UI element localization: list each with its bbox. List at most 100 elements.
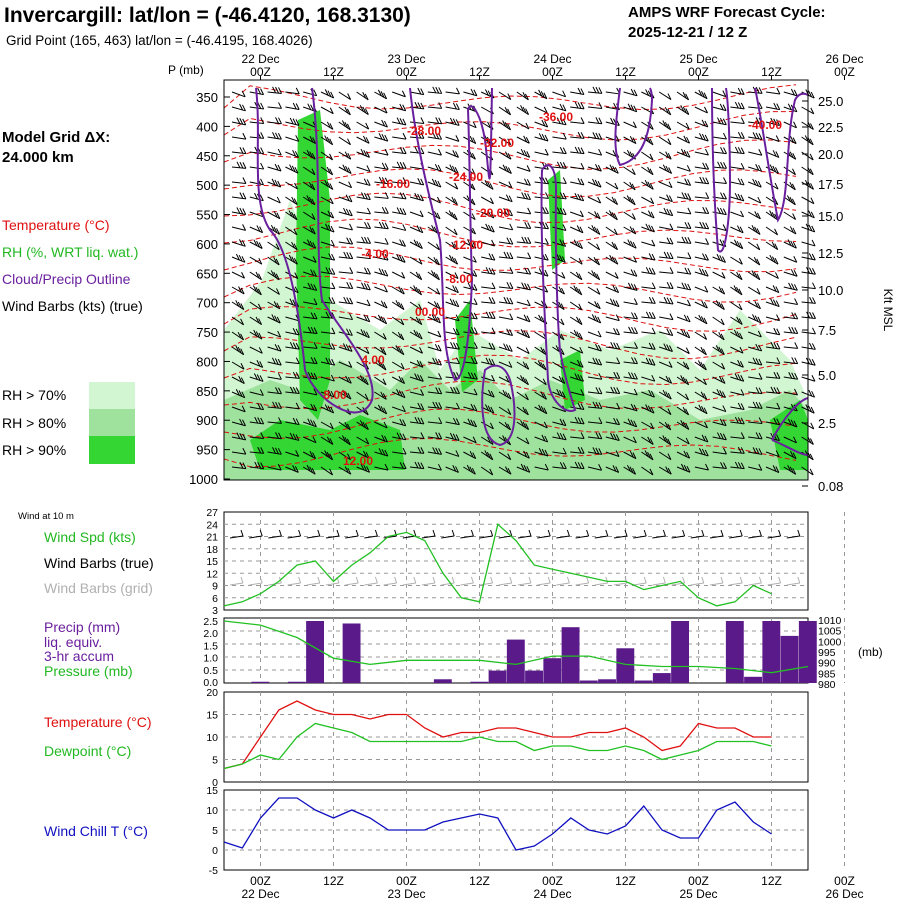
barb-staff	[712, 376, 726, 384]
barb-feather	[274, 358, 279, 365]
barb-feather	[559, 207, 564, 215]
barb-feather	[271, 314, 276, 321]
barb-feather	[346, 297, 351, 304]
barb-feather	[295, 119, 300, 126]
barb-staff	[748, 406, 763, 409]
barb-feather	[384, 148, 389, 156]
barb-feather	[380, 346, 384, 354]
top-time-tick: 00Z	[688, 65, 709, 79]
barb-feather	[793, 284, 798, 291]
barb-feather	[738, 318, 743, 325]
barb-feather	[507, 167, 512, 174]
barb-feather	[611, 211, 616, 219]
barb-feather	[775, 286, 780, 293]
barb-feather	[240, 333, 245, 341]
cloud-outline-7	[754, 87, 809, 223]
barb-feather	[716, 388, 721, 396]
barb-feather	[598, 133, 603, 140]
barb-feather	[276, 212, 281, 219]
barb-staff	[605, 406, 620, 410]
barb-feather	[329, 453, 334, 461]
barb-feather	[490, 225, 495, 233]
barb-feather	[260, 117, 265, 124]
barb-staff	[427, 286, 440, 295]
cloud-outline-1	[255, 87, 374, 414]
barb-feather	[294, 166, 299, 174]
barb-feather	[669, 297, 674, 305]
barb-feather	[737, 374, 742, 381]
barb-staff	[249, 256, 263, 265]
barb-staff	[730, 301, 743, 311]
barb-staff	[765, 121, 780, 127]
barb-staff	[570, 106, 585, 110]
barb-staff	[659, 211, 673, 217]
precip-y-tick: 0.0	[203, 677, 218, 689]
barb-feather	[789, 226, 794, 233]
barb-feather	[328, 342, 333, 350]
barb-staff	[641, 376, 655, 382]
barb-staff	[356, 436, 369, 445]
barb-feather	[704, 106, 708, 114]
barb-staff	[480, 466, 494, 476]
surface-barb-grid	[556, 582, 570, 586]
barb-feather	[310, 326, 315, 334]
barb-staff	[694, 166, 709, 170]
barb-feather	[366, 299, 371, 306]
barb-staff	[623, 466, 636, 475]
barb-staff	[516, 361, 530, 370]
barb-feather	[507, 408, 512, 415]
barb-staff	[748, 421, 763, 424]
barb-staff	[783, 106, 798, 113]
surface-barb-grid-feather	[470, 576, 474, 584]
barb-feather	[310, 269, 315, 276]
barb-feather	[683, 330, 688, 337]
temperature-y-tick: 0	[212, 777, 218, 789]
barb-feather	[292, 371, 297, 379]
barb-feather	[719, 432, 724, 440]
barb-feather	[438, 117, 443, 124]
barb-feather	[454, 182, 459, 190]
barb-feather	[740, 102, 745, 110]
barb-feather	[402, 192, 407, 200]
barb-feather	[507, 123, 512, 131]
barb-feather	[294, 182, 298, 190]
barb-staff	[712, 406, 726, 413]
temperature-contour-label: -40.00	[748, 118, 782, 132]
barb-feather	[702, 206, 707, 214]
barb-feather	[668, 377, 673, 384]
barb-feather	[242, 433, 247, 441]
surface-barb-true	[575, 535, 589, 539]
barb-feather	[666, 281, 671, 289]
barb-feather	[342, 343, 347, 350]
barb-feather	[506, 252, 511, 259]
barb-feather	[452, 417, 457, 425]
barb-feather	[757, 330, 762, 338]
barb-feather	[562, 177, 567, 184]
barb-feather	[667, 152, 672, 160]
cycle-label: AMPS WRF Forecast Cycle:	[628, 4, 826, 21]
surface-barb-true	[690, 535, 704, 539]
barb-staff	[409, 121, 424, 125]
surface-barb-grid-feather	[682, 576, 686, 584]
barb-staff	[659, 286, 674, 290]
barb-feather	[540, 391, 545, 399]
barb-staff	[801, 466, 814, 476]
barb-staff	[783, 151, 797, 160]
barb-feather	[236, 161, 241, 169]
barb-staff	[427, 106, 442, 109]
barb-feather	[794, 342, 799, 349]
barb-feather	[294, 272, 299, 279]
windchill-label: Wind Chill T (°C)	[44, 823, 148, 839]
kft-tick-label: 22.5	[818, 120, 843, 135]
surface-barb-true	[345, 535, 359, 539]
barb-staff	[356, 256, 371, 260]
barb-feather	[359, 420, 364, 427]
barb-staff	[285, 196, 298, 205]
barb-feather	[738, 273, 743, 280]
barb-staff	[356, 151, 370, 158]
barb-feather	[292, 299, 297, 306]
barb-feather	[452, 102, 457, 110]
barb-feather	[435, 432, 440, 439]
barb-feather	[420, 194, 424, 201]
